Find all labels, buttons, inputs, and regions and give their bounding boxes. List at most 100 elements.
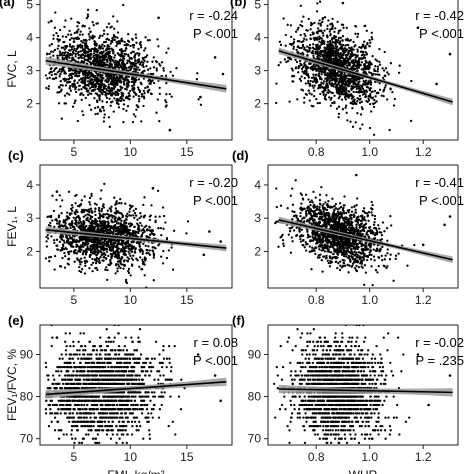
data-point <box>66 92 69 95</box>
data-point <box>311 31 314 34</box>
data-point <box>73 58 76 61</box>
data-point <box>196 72 199 75</box>
data-point <box>90 192 93 196</box>
data-point <box>358 98 361 101</box>
data-point <box>75 30 78 33</box>
data-point <box>79 30 82 33</box>
data-point <box>88 27 91 30</box>
data-point <box>363 264 367 267</box>
data-point <box>316 53 320 56</box>
data-point <box>84 241 87 244</box>
data-point <box>97 49 100 52</box>
data-point <box>95 79 98 83</box>
data-point <box>167 249 171 252</box>
data-point <box>185 232 188 235</box>
data-point <box>375 227 378 231</box>
data-point <box>317 74 320 77</box>
data-point <box>106 43 109 47</box>
data-point <box>117 255 121 259</box>
data-point <box>148 233 152 236</box>
data-point <box>162 214 166 218</box>
data-point <box>62 69 65 72</box>
data-point <box>165 93 168 96</box>
data-point <box>130 205 133 209</box>
data-point <box>80 59 84 63</box>
data-point <box>306 54 309 57</box>
data-point <box>326 24 329 27</box>
data-point <box>115 245 118 248</box>
data-point <box>394 254 398 257</box>
data-point <box>113 61 116 64</box>
data-point <box>334 51 337 55</box>
data-point <box>139 221 142 225</box>
data-point <box>74 222 77 225</box>
data-point <box>125 47 128 50</box>
data-point <box>79 270 83 274</box>
data-point <box>95 245 99 249</box>
data-point <box>94 44 97 47</box>
data-point <box>393 97 396 101</box>
data-point <box>118 42 122 45</box>
data-point <box>322 34 325 37</box>
data-point <box>285 60 288 64</box>
data-point <box>123 251 126 255</box>
data-point <box>116 242 119 246</box>
data-point <box>53 26 57 29</box>
data-point <box>76 119 79 123</box>
data-point <box>356 90 360 94</box>
data-point <box>54 73 58 76</box>
data-point <box>145 286 148 288</box>
data-point <box>334 27 337 30</box>
data-point <box>48 72 51 75</box>
data-point <box>112 79 115 82</box>
data-point <box>341 39 344 42</box>
data-point <box>311 80 315 83</box>
data-point <box>389 87 392 90</box>
data-point <box>369 83 373 86</box>
data-point <box>113 66 116 69</box>
data-point <box>96 51 99 54</box>
data-point <box>138 248 141 251</box>
x-tick-label: 5 <box>71 145 78 159</box>
data-point <box>374 58 377 61</box>
data-point <box>93 230 96 233</box>
data-point <box>87 208 90 211</box>
data-point <box>352 53 355 57</box>
data-point <box>114 223 117 227</box>
data-point <box>116 62 120 65</box>
data-point <box>361 50 364 53</box>
data-point <box>57 40 60 43</box>
data-point <box>60 238 63 241</box>
data-point <box>365 89 368 92</box>
data-point <box>308 47 311 50</box>
data-point <box>333 54 336 57</box>
data-point <box>386 239 389 242</box>
data-point <box>317 22 320 25</box>
data-point <box>116 82 119 85</box>
data-point <box>373 217 377 221</box>
data-point <box>80 88 83 91</box>
data-point <box>290 43 293 47</box>
data-point <box>90 48 93 51</box>
data-point <box>113 251 117 255</box>
data-point <box>298 46 301 50</box>
data-point <box>46 77 49 80</box>
data-point <box>348 61 351 64</box>
data-point <box>64 45 67 48</box>
data-point <box>112 15 115 18</box>
data-point <box>100 78 103 81</box>
data-point <box>319 50 322 53</box>
data-point <box>307 76 311 79</box>
data-point <box>339 29 342 32</box>
data-point <box>357 66 361 69</box>
data-point <box>89 217 92 221</box>
data-point <box>361 43 365 46</box>
data-point <box>90 210 93 213</box>
data-point <box>368 87 371 91</box>
data-point <box>312 43 315 46</box>
data-point <box>314 50 317 53</box>
data-point <box>85 16 88 20</box>
data-point <box>101 43 104 46</box>
data-point <box>368 44 371 48</box>
data-point <box>77 28 80 31</box>
